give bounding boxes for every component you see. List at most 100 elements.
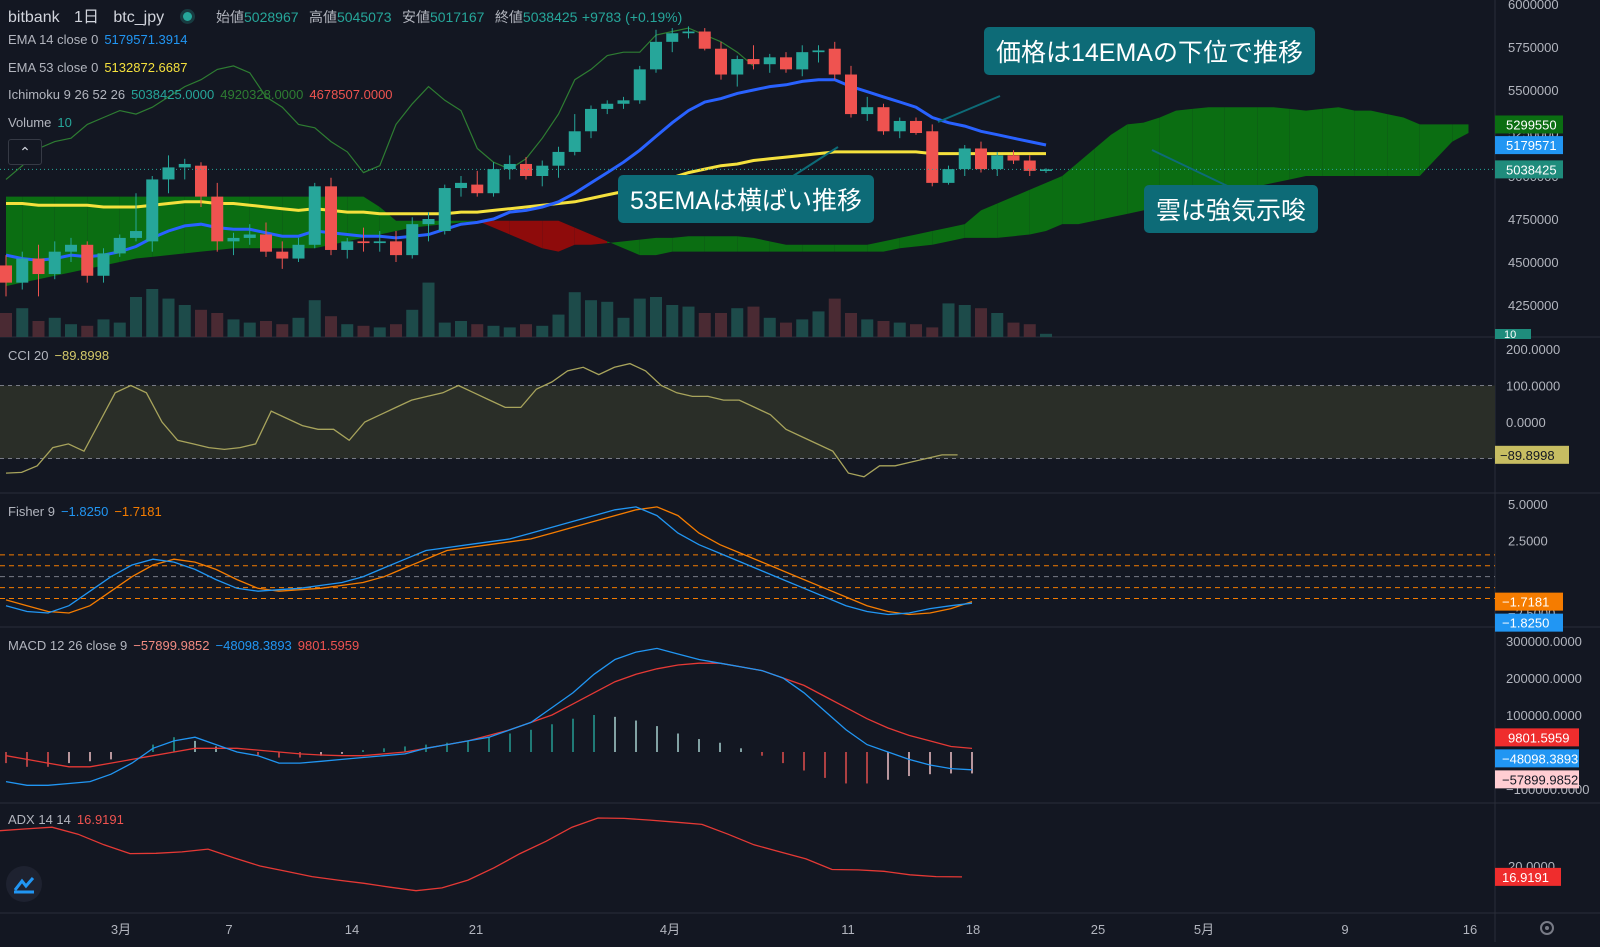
time-tick-label: 16 [1463, 922, 1477, 937]
ichimoku-cloud-segment [542, 220, 559, 252]
candle-body [1023, 160, 1036, 171]
collapse-legend-button[interactable]: ⌃ [8, 139, 42, 165]
legend-fisher[interactable]: Fisher 9 −1.8250 −1.7181 [8, 504, 168, 519]
candle-body [650, 41, 662, 70]
candle-body [32, 258, 45, 275]
candle-body [487, 169, 500, 194]
ichimoku-cloud-segment [834, 244, 851, 252]
tradingview-logo[interactable] [6, 866, 42, 902]
volume-bar [861, 319, 874, 337]
candle-body [763, 57, 776, 65]
candle-body [503, 163, 516, 170]
ichimoku-cloud-segment [1046, 176, 1063, 232]
ichimoku-cloud-segment [818, 244, 835, 252]
macd-label-pink: −57899.9852 [1502, 772, 1578, 787]
ichimoku-cloud-segment [347, 196, 364, 242]
cci-label-box [1495, 445, 1569, 464]
legend-adx[interactable]: ADX 14 14 16.9191 [8, 812, 130, 827]
ichimoku-cloud-segment [1419, 124, 1436, 176]
candle-body [877, 107, 890, 132]
annotation-cloud-note[interactable]: 雲は強気示唆 [1144, 185, 1319, 233]
ichimoku-cloud-segment [574, 227, 591, 245]
candle-body [438, 188, 451, 232]
volume-bar [975, 308, 987, 337]
ichimoku-cloud-segment [948, 224, 965, 242]
gear-hub [1545, 926, 1549, 930]
fisher-line [5, 506, 973, 616]
candle-body [260, 234, 272, 252]
volume-bar [828, 298, 841, 337]
candle-body [406, 224, 419, 256]
ichimoku-cloud-segment [1241, 107, 1258, 190]
candle-body [698, 31, 711, 49]
price-label-text: 5179571 [1506, 138, 1557, 153]
legend-ichimoku[interactable]: Ichimoku 9 26 52 26 5038425.0000 4920328.0… [8, 87, 399, 102]
volume-bar [97, 319, 110, 337]
legend-macd[interactable]: MACD 12 26 close 9 −57899.9852 −48098.3893… [8, 638, 365, 653]
ichimoku-cloud-segment [379, 206, 396, 235]
price-tick-label: 4750000 [1508, 212, 1559, 227]
legend-cci-name: CCI 20 [8, 348, 49, 363]
legend-volume[interactable]: Volume 10 [8, 115, 78, 130]
volume-bar [942, 303, 955, 337]
volume-bar [308, 300, 321, 337]
ichimoku-cloud-segment [1208, 107, 1225, 197]
time-tick-label: 11 [841, 922, 855, 937]
price-tick-label: 4250000 [1508, 298, 1559, 313]
candle-body [195, 165, 207, 197]
legend-volume-name: Volume [8, 115, 52, 130]
time-tick-label: 21 [469, 922, 483, 937]
candle-body [893, 120, 906, 132]
volume-bar [747, 306, 760, 337]
fisher-tick-label: 2.5000 [1508, 533, 1548, 548]
low-value: 5017167 [429, 9, 485, 25]
volume-bar [991, 313, 1004, 337]
cci-tick-label: 100.0000 [1506, 379, 1560, 394]
candle-body [601, 103, 614, 109]
legend-ichimoku-v1: 5038425.0000 [131, 87, 215, 102]
ichimoku-cloud-segment [1127, 122, 1144, 214]
ichimoku-cloud-segment [1354, 110, 1371, 176]
symbol-header: bitbank 1日 btc_jpy 始値5028967 高値5045073 安… [8, 3, 682, 27]
ichimoku-cloud-segment [1062, 162, 1079, 225]
candle-body [552, 151, 565, 166]
ichimoku-cloud-segment [753, 237, 770, 252]
adx-line [0, 817, 963, 892]
annotation-ema53-note[interactable]: 53EMAは横ばい推移 [618, 175, 874, 223]
legend-cci[interactable]: CCI 20 −89.8998 [8, 348, 115, 363]
candle-body [568, 131, 581, 152]
ichimoku-cloud-segment [1387, 114, 1404, 176]
macd-label-box-pink [1495, 770, 1579, 789]
price-label-text: 5299550 [1506, 117, 1557, 132]
volume-bar [763, 317, 776, 337]
volume-bar [276, 324, 289, 337]
legend-fisher-name: Fisher 9 [8, 504, 55, 519]
volume-bar [617, 317, 630, 337]
volume-bar [390, 324, 402, 337]
legend-fisher-v2: −1.7181 [114, 504, 162, 519]
legend-ema14[interactable]: EMA 14 close 0 5179571.3914 [8, 32, 193, 47]
ichimoku-cloud-segment [1078, 148, 1095, 225]
ichimoku-cloud-segment [1176, 108, 1193, 204]
ichimoku-cloud-segment [883, 237, 900, 252]
macd-label-box-red [1495, 728, 1579, 747]
volume-bar [536, 325, 549, 337]
volume-bar [487, 325, 500, 337]
symbol-name[interactable]: btc_jpy [113, 9, 165, 26]
volume-bar [1040, 333, 1052, 337]
settings-gear-icon[interactable] [1540, 921, 1554, 935]
price-label-box [1495, 115, 1563, 134]
macd-tick-label: 100000.0000 [1506, 708, 1582, 723]
candle-body [861, 107, 874, 115]
legend-ema53[interactable]: EMA 53 close 0 5132872.6687 [8, 60, 193, 75]
volume-bar [471, 324, 484, 337]
volume-bar [633, 298, 646, 337]
time-tick-label: 7 [225, 922, 232, 937]
ichimoku-cloud-segment [461, 220, 478, 223]
candle-body [910, 120, 922, 133]
interval[interactable]: 1日 [74, 9, 99, 26]
volume-bar [227, 319, 240, 337]
annotation-ema14-note[interactable]: 価格は14EMAの下位で推移 [984, 27, 1315, 75]
